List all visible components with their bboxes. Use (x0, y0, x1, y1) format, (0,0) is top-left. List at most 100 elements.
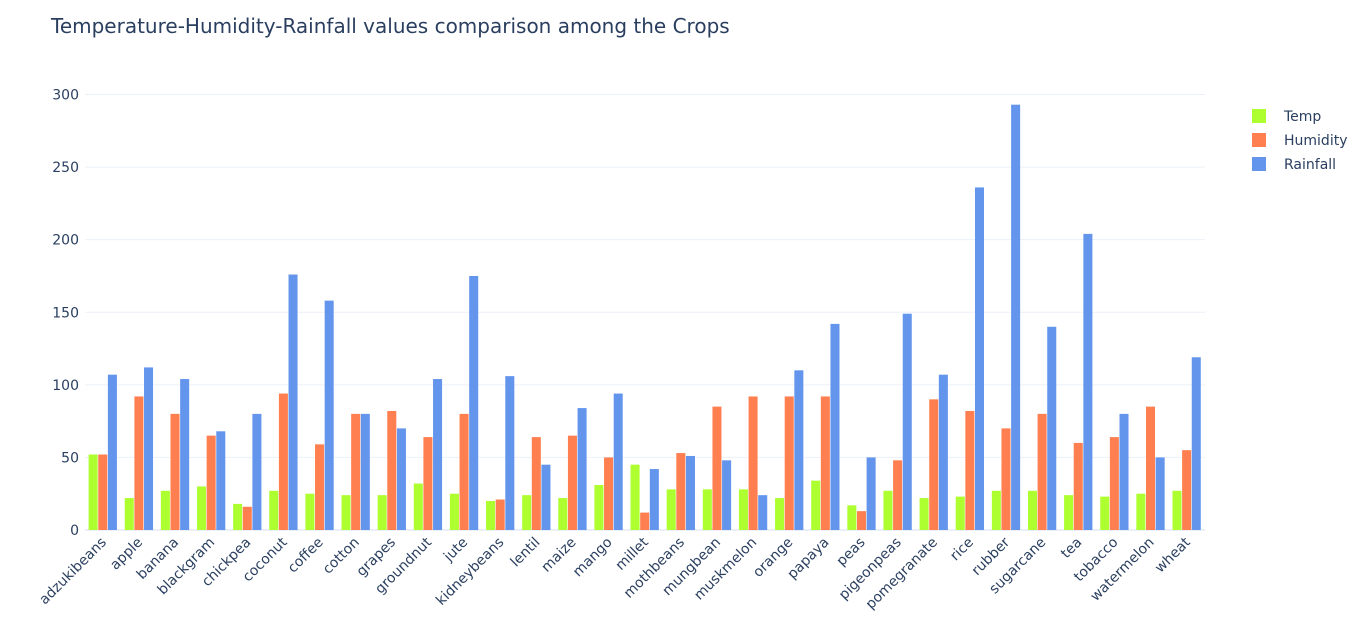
bar-humidity-adzukibeans[interactable] (98, 454, 108, 530)
bar-humidity-groundnut[interactable] (423, 437, 433, 530)
bar-temp-papaya[interactable] (811, 480, 821, 530)
bar-rainfall-coconut[interactable] (288, 274, 298, 530)
bar-temp-apple[interactable] (124, 498, 134, 530)
bar-rainfall-grapes[interactable] (396, 428, 406, 530)
bar-rainfall-banana[interactable] (180, 379, 190, 530)
bar-temp-tobacco[interactable] (1100, 496, 1110, 530)
bar-temp-banana[interactable] (160, 490, 170, 530)
bar-rainfall-adzukibeans[interactable] (107, 374, 117, 530)
legend-swatch-rainfall[interactable] (1252, 157, 1266, 171)
bar-rainfall-tobacco[interactable] (1119, 413, 1129, 530)
bar-rainfall-muskmelon[interactable] (758, 495, 768, 530)
bar-temp-coconut[interactable] (269, 490, 279, 530)
bar-temp-grapes[interactable] (377, 495, 387, 530)
bar-humidity-coffee[interactable] (315, 444, 325, 530)
bar-rainfall-groundnut[interactable] (433, 379, 443, 530)
bar-humidity-banana[interactable] (170, 413, 180, 530)
bar-temp-rice[interactable] (955, 496, 965, 530)
bar-humidity-cotton[interactable] (351, 413, 361, 530)
bar-rainfall-papaya[interactable] (830, 323, 840, 530)
bar-humidity-millet[interactable] (640, 512, 650, 530)
bar-rainfall-mothbeans[interactable] (685, 455, 695, 530)
bar-humidity-sugarcane[interactable] (1037, 413, 1047, 530)
bar-temp-lentil[interactable] (522, 495, 532, 530)
bar-temp-tea[interactable] (1064, 495, 1074, 530)
bar-rainfall-lentil[interactable] (541, 464, 551, 530)
bar-humidity-lentil[interactable] (531, 437, 541, 530)
bar-rainfall-pomegranate[interactable] (938, 374, 948, 530)
bar-humidity-muskmelon[interactable] (748, 396, 758, 530)
bar-rainfall-mungbean[interactable] (722, 460, 732, 530)
bar-humidity-mango[interactable] (604, 457, 614, 530)
bar-temp-mothbeans[interactable] (666, 489, 676, 530)
bar-temp-maize[interactable] (558, 498, 568, 530)
bar-rainfall-jute[interactable] (469, 275, 479, 530)
bar-temp-kidneybeans[interactable] (486, 500, 496, 530)
bar-humidity-chickpea[interactable] (242, 506, 252, 530)
bar-humidity-papaya[interactable] (820, 396, 830, 530)
bar-temp-adzukibeans[interactable] (88, 454, 98, 530)
bar-rainfall-rice[interactable] (974, 187, 985, 530)
bar-humidity-rice[interactable] (965, 410, 975, 530)
bar-humidity-apple[interactable] (134, 396, 144, 530)
bar-humidity-grapes[interactable] (387, 410, 397, 530)
bar-temp-orange[interactable] (775, 498, 785, 530)
legend[interactable]: Temp Humidity Rainfall (1252, 109, 1347, 173)
legend-swatch-temp[interactable] (1252, 109, 1266, 123)
bar-humidity-blackgram[interactable] (206, 435, 216, 530)
bar-humidity-rubber[interactable] (1001, 428, 1011, 530)
bar-rainfall-millet[interactable] (649, 469, 659, 530)
bar-temp-sugarcane[interactable] (1027, 490, 1038, 530)
bar-rainfall-orange[interactable] (794, 370, 804, 530)
bar-humidity-wheat[interactable] (1182, 450, 1192, 530)
bar-temp-millet[interactable] (630, 464, 640, 530)
bar-temp-rubber[interactable] (991, 490, 1001, 530)
bar-rainfall-pigeonpeas[interactable] (902, 313, 912, 530)
legend-label-humidity[interactable]: Humidity (1284, 133, 1347, 149)
bar-rainfall-sugarcane[interactable] (1047, 326, 1057, 530)
legend-label-rainfall[interactable]: Rainfall (1284, 157, 1336, 173)
bar-rainfall-watermelon[interactable] (1155, 457, 1165, 530)
bar-temp-wheat[interactable] (1172, 490, 1182, 530)
bar-temp-coffee[interactable] (305, 493, 315, 530)
bar-temp-cotton[interactable] (341, 495, 351, 530)
legend-label-temp[interactable]: Temp (1283, 109, 1321, 125)
bar-rainfall-peas[interactable] (866, 457, 876, 530)
bar-humidity-coconut[interactable] (278, 393, 288, 530)
bar-rainfall-blackgram[interactable] (216, 431, 226, 530)
bar-temp-muskmelon[interactable] (738, 489, 748, 530)
bar-rainfall-wheat[interactable] (1191, 357, 1201, 530)
bar-temp-chickpea[interactable] (233, 503, 243, 530)
bar-humidity-watermelon[interactable] (1145, 406, 1156, 530)
bar-rainfall-maize[interactable] (577, 408, 587, 530)
bar-humidity-peas[interactable] (856, 511, 866, 530)
bar-temp-pigeonpeas[interactable] (883, 490, 893, 530)
bar-temp-blackgram[interactable] (197, 486, 207, 530)
bar-rainfall-rubber[interactable] (1011, 104, 1021, 530)
legend-swatch-humidity[interactable] (1252, 133, 1266, 147)
bar-rainfall-apple[interactable] (144, 367, 154, 530)
bar-rainfall-tea[interactable] (1083, 233, 1093, 530)
bar-temp-mungbean[interactable] (702, 489, 712, 530)
bar-humidity-jute[interactable] (459, 413, 469, 530)
bar-humidity-pigeonpeas[interactable] (893, 460, 903, 530)
bar-temp-mango[interactable] (594, 485, 604, 530)
bar-humidity-mothbeans[interactable] (676, 453, 686, 530)
bar-humidity-tobacco[interactable] (1109, 437, 1119, 530)
bar-rainfall-cotton[interactable] (360, 413, 370, 530)
bar-rainfall-mango[interactable] (613, 393, 623, 530)
bar-humidity-orange[interactable] (784, 396, 794, 530)
bar-humidity-maize[interactable] (567, 435, 577, 530)
bar-humidity-tea[interactable] (1073, 442, 1083, 530)
bar-temp-jute[interactable] (449, 493, 459, 530)
bar-temp-pomegranate[interactable] (919, 498, 929, 530)
bar-rainfall-chickpea[interactable] (252, 413, 262, 530)
bar-humidity-mungbean[interactable] (712, 406, 722, 530)
bar-humidity-pomegranate[interactable] (929, 399, 939, 530)
bar-temp-watermelon[interactable] (1136, 493, 1146, 530)
bar-rainfall-kidneybeans[interactable] (505, 376, 515, 530)
bar-humidity-kidneybeans[interactable] (495, 499, 505, 530)
bar-temp-peas[interactable] (847, 505, 857, 530)
bar-temp-groundnut[interactable] (413, 483, 423, 530)
bar-rainfall-coffee[interactable] (324, 300, 334, 530)
